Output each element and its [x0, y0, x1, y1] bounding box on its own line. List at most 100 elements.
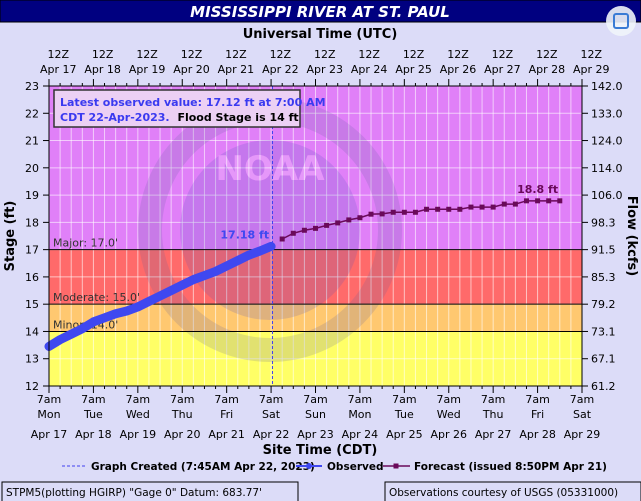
utc-tick-time: 12Z [403, 48, 425, 61]
observed-point [190, 276, 197, 283]
title-bar [0, 0, 641, 23]
forecast-point [424, 206, 430, 212]
site-tick-date: Apr 20 [164, 428, 201, 441]
site-tick-time: 7am [170, 393, 194, 406]
info-line2-flood-stage: Flood Stage is 14 ft [177, 111, 298, 124]
forecast-point [479, 204, 485, 210]
forecast-point [546, 198, 552, 204]
y-tick-label: 17 [25, 244, 39, 257]
forecast-point [435, 206, 441, 212]
legend: Graph Created (7:45AM Apr 22, 2023) Obse… [62, 461, 607, 473]
chart-title: MISSISSIPPI RIVER AT ST. PAUL [190, 3, 450, 21]
site-tick-day: Wed [126, 408, 150, 421]
svg-text:CDT 22-Apr-2023. Flood: CDT 22-Apr-2023. Flood Stage is 14 ft [60, 111, 299, 124]
y2-tick-label: 73.1 [591, 325, 616, 338]
y2-tick-label: 106.0 [591, 189, 623, 202]
forecast-point [301, 227, 307, 233]
utc-tick-date: Apr 27 [484, 63, 521, 76]
utc-tick-time: 12Z [580, 48, 602, 61]
utc-tick-time: 12Z [314, 48, 336, 61]
observed-point [223, 263, 230, 269]
y2-tick-label: 91.5 [591, 244, 616, 257]
footer-datum: STPM5(plotting HGIRP) "Gage 0" Datum: 68… [6, 487, 262, 499]
forecast-point [512, 201, 518, 207]
y-tick-label: 18 [25, 216, 39, 229]
site-tick-day: Sat [573, 408, 592, 421]
site-tick-date: Apr 17 [31, 428, 68, 441]
observed-point [90, 318, 97, 325]
info-line2-date: CDT 22-Apr-2023. [60, 111, 170, 124]
utc-tick-date: Apr 26 [440, 63, 477, 76]
utc-tick-date: Apr 17 [40, 63, 77, 76]
observed-point [123, 308, 130, 314]
observed-point [201, 272, 208, 279]
site-tick-day: Tue [394, 408, 414, 421]
observed-point [268, 243, 275, 250]
site-tick-time: 7am [259, 393, 283, 406]
noaa-watermark: NOAA [138, 98, 402, 362]
site-tick-day: Sun [305, 408, 326, 421]
utc-tick-time: 12Z [358, 48, 380, 61]
observed-point [79, 325, 86, 332]
site-tick-day: Mon [37, 408, 60, 421]
utc-tick-date: Apr 19 [129, 63, 166, 76]
forecast-point [324, 222, 330, 228]
utc-tick-date: Apr 20 [173, 63, 210, 76]
y2-axis-title: Flow (kcfs) [624, 196, 639, 276]
observed-point [145, 298, 152, 305]
y-tick-label: 19 [25, 189, 39, 202]
site-tick-day: Fri [531, 408, 544, 421]
forecast-point [523, 198, 529, 204]
site-tick-date: Apr 28 [519, 428, 556, 441]
site-tick-day: Thu [171, 408, 193, 421]
site-tick-time: 7am [37, 393, 61, 406]
site-tick-day: Wed [437, 408, 461, 421]
site-tick-date: Apr 24 [342, 428, 379, 441]
y-tick-label: 13 [25, 353, 39, 366]
forecast-point [412, 209, 418, 215]
site-tick-time: 7am [81, 393, 105, 406]
utc-tick-time: 12Z [492, 48, 514, 61]
y2-tick-label: 142.0 [591, 80, 623, 93]
y2-tick-label: 124.0 [591, 135, 623, 148]
y-tick-label: 21 [25, 135, 39, 148]
forecast-point [535, 198, 541, 204]
observed-point [234, 257, 241, 264]
utc-tick-time: 12Z [270, 48, 292, 61]
watermark-text: NOAA [215, 149, 325, 189]
site-tick-time: 7am [437, 393, 461, 406]
observed-point [256, 248, 263, 254]
utc-tick-time: 12Z [225, 48, 247, 61]
y-tick-label: 16 [25, 271, 39, 284]
y-tick-label: 12 [25, 380, 39, 393]
site-tick-time: 7am [525, 393, 549, 406]
utc-tick-date: Apr 22 [262, 63, 299, 76]
site-tick-date: Apr 23 [297, 428, 334, 441]
y2-tick-label: 114.0 [591, 162, 623, 175]
site-tick-time: 7am [392, 393, 416, 406]
site-tick-time: 7am [570, 393, 594, 406]
y2-tick-label: 85.3 [591, 271, 616, 284]
site-tick-day: Mon [348, 408, 371, 421]
site-tick-day: Thu [482, 408, 504, 421]
flood-label-major: Major: 17.0' [53, 237, 118, 250]
info-line1: Latest observed value: 17.12 ft at 7:00 … [60, 96, 326, 109]
y2-tick-label: 79.2 [591, 298, 616, 311]
utc-tick-date: Apr 18 [84, 63, 121, 76]
forecast-point [401, 209, 407, 215]
site-tick-date: Apr 22 [253, 428, 290, 441]
legend-forecast: Forecast (issued 8:50PM Apr 21) [414, 461, 607, 473]
footer-source: Observations courtesy of USGS (05331000) [389, 487, 618, 499]
observed-point [168, 287, 175, 294]
y2-tick-label: 61.2 [591, 380, 616, 393]
y-axis-title: Stage (ft) [3, 201, 18, 272]
site-tick-time: 7am [214, 393, 238, 406]
forecast-point [335, 220, 341, 226]
legend-observed: Observed [327, 461, 383, 473]
image-search-button[interactable] [606, 6, 636, 36]
site-tick-day: Sat [262, 408, 281, 421]
forecast-point [468, 204, 474, 210]
forecast-point [457, 206, 463, 212]
